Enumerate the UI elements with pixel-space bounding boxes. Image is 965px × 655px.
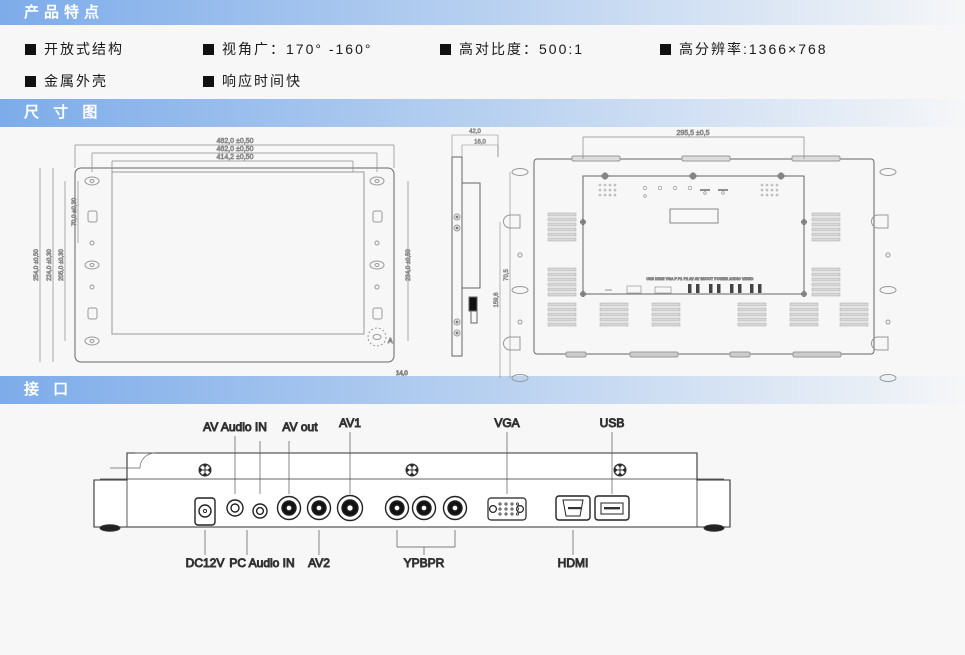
svg-text:462,0 ±0,50: 462,0 ±0,50 [217, 146, 254, 153]
svg-text:295,5 ±0,5: 295,5 ±0,5 [676, 130, 709, 137]
svg-text:16,0: 16,0 [474, 140, 486, 146]
svg-text:AV out: AV out [282, 420, 318, 434]
svg-text:70,0 ±0,30: 70,0 ±0,30 [72, 197, 78, 226]
svg-text:224,0 ±0,30: 224,0 ±0,30 [47, 249, 53, 281]
svg-text:AV Audio IN: AV Audio IN [203, 420, 267, 434]
svg-text:205,0 ±0,30: 205,0 ±0,30 [59, 249, 65, 281]
svg-text:VGA: VGA [494, 416, 519, 430]
svg-text:DC12V: DC12V [186, 556, 225, 570]
svg-text:AV2: AV2 [308, 556, 330, 570]
svg-text:USB HDMI VGA F P1 P2 AV: USB HDMI VGA F P1 P2 AV AV IN/OUT POWER … [646, 277, 753, 281]
svg-text:234,0 ±0,50: 234,0 ±0,50 [406, 249, 412, 281]
svg-text:A: A [388, 338, 393, 345]
svg-text:254,0 ±0,50: 254,0 ±0,50 [34, 249, 40, 281]
svg-text:14,0: 14,0 [396, 371, 408, 377]
svg-text:482,0 ±0,50: 482,0 ±0,50 [217, 138, 254, 145]
svg-text:HDMI: HDMI [558, 556, 589, 570]
svg-text:414,2 ±0,50: 414,2 ±0,50 [217, 154, 254, 161]
svg-text:YPBPR: YPBPR [404, 556, 445, 570]
svg-text:159,6: 159,6 [494, 292, 500, 308]
svg-text:PC Audio IN: PC Audio IN [229, 556, 294, 570]
svg-text:42,0: 42,0 [469, 129, 481, 135]
svg-text:70,5: 70,5 [504, 269, 510, 281]
svg-text:AV1: AV1 [339, 416, 361, 430]
svg-text:USB: USB [600, 416, 625, 430]
